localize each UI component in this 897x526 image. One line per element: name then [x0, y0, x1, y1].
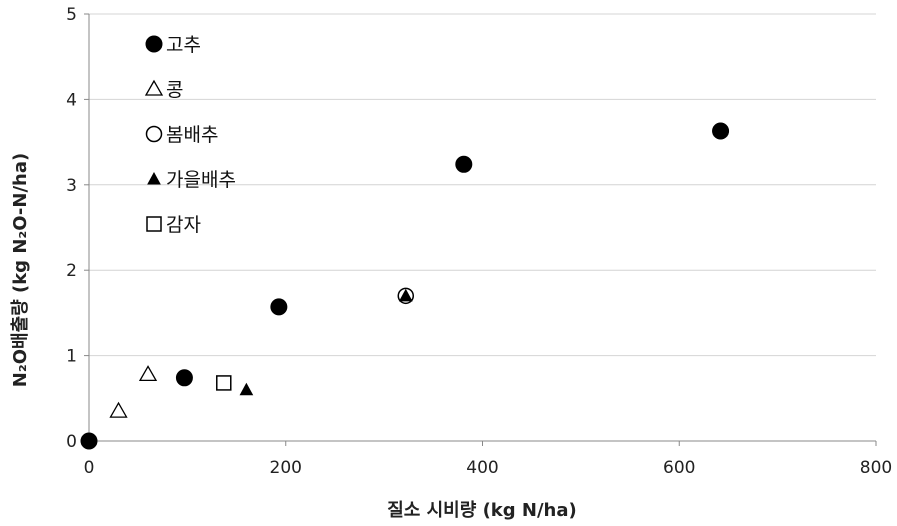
legend-item: 가을배추: [147, 169, 236, 191]
x-tick-label: 800: [860, 458, 892, 478]
data-point: [270, 298, 288, 316]
legend-label: 고추: [166, 34, 201, 56]
legend-item: 감자: [146, 214, 201, 236]
y-tick-label: 2: [66, 261, 77, 281]
data-point: [397, 287, 415, 305]
y-tick-label: 3: [66, 176, 77, 196]
data-point: [175, 369, 193, 387]
data-point: [239, 382, 254, 396]
x-axis-title: 질소 시비량 (kg N/ha): [387, 500, 577, 521]
series-3: [397, 122, 729, 305]
data-points: [80, 122, 730, 450]
legend-label: 콩: [166, 79, 183, 101]
x-tick-label: 600: [663, 458, 695, 478]
legend-item: 콩: [144, 79, 183, 101]
legend-label: 감자: [166, 214, 201, 236]
data-point: [109, 401, 128, 418]
legend-marker: [145, 125, 163, 143]
legend-item: 고추: [145, 34, 201, 56]
gridlines: [89, 13, 876, 357]
series-5: [216, 375, 232, 391]
x-tick-label: 0: [84, 458, 95, 478]
data-point: [216, 375, 232, 391]
data-point: [138, 365, 158, 382]
legend-marker: [146, 216, 162, 232]
series-2: [109, 365, 158, 418]
legend-label: 가을배추: [166, 169, 236, 191]
tick-labels: 0 1 2 3 4 5 0 200 400 600 800: [66, 5, 892, 478]
x-tick-label: 400: [466, 458, 498, 478]
axes: [84, 13, 877, 446]
data-point: [712, 122, 729, 140]
legend-label: 봄배추: [166, 124, 218, 146]
y-axis-title: N₂O배출량 (kg N₂O-N/ha): [10, 153, 31, 387]
legend-marker: [145, 35, 163, 53]
series-4: [239, 123, 728, 396]
data-point: [455, 155, 473, 173]
y-tick-label: 5: [66, 5, 77, 25]
x-tick-label: 200: [270, 458, 302, 478]
data-point: [398, 288, 413, 302]
y-tick-label: 0: [66, 432, 77, 452]
legend-item: 봄배추: [145, 124, 218, 146]
y-tick-label: 4: [66, 90, 77, 110]
y-tick-label: 1: [66, 347, 77, 367]
legend-marker: [144, 79, 164, 96]
data-point: [713, 123, 728, 137]
data-point: [80, 432, 98, 450]
legend-marker: [147, 171, 161, 185]
